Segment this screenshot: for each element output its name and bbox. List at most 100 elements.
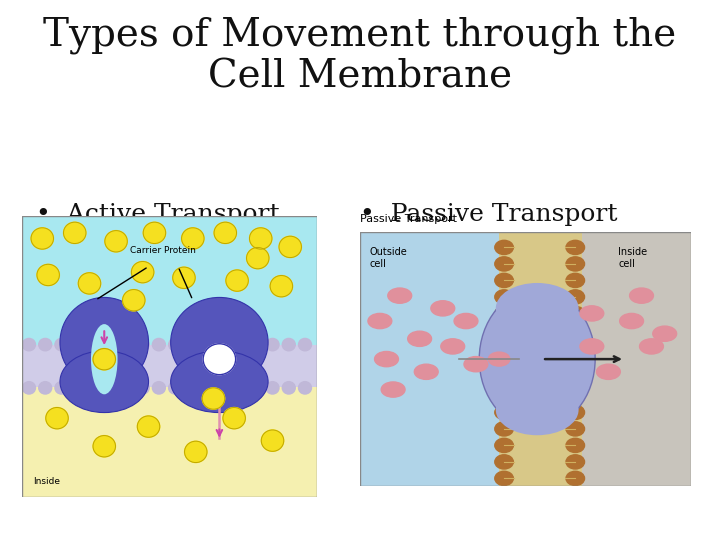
Circle shape <box>566 306 585 321</box>
Circle shape <box>104 382 117 394</box>
Circle shape <box>93 436 115 457</box>
Circle shape <box>87 382 100 394</box>
Circle shape <box>266 339 279 351</box>
Text: Carrier Protein: Carrier Protein <box>130 246 197 255</box>
Ellipse shape <box>620 313 644 329</box>
Ellipse shape <box>368 313 392 329</box>
Text: Passive Transport: Passive Transport <box>360 214 457 224</box>
Ellipse shape <box>629 288 654 303</box>
Circle shape <box>495 372 513 387</box>
Circle shape <box>168 382 181 394</box>
Circle shape <box>495 406 513 420</box>
Circle shape <box>566 438 585 453</box>
Ellipse shape <box>496 283 579 334</box>
Circle shape <box>495 323 513 337</box>
Circle shape <box>22 339 35 351</box>
Circle shape <box>132 261 154 283</box>
Circle shape <box>153 339 166 351</box>
Circle shape <box>495 389 513 403</box>
Ellipse shape <box>374 352 398 367</box>
Circle shape <box>37 264 59 286</box>
Circle shape <box>270 275 292 297</box>
Circle shape <box>226 270 248 291</box>
Ellipse shape <box>381 382 405 397</box>
Circle shape <box>87 339 100 351</box>
Circle shape <box>250 228 272 249</box>
Text: •  Passive Transport: • Passive Transport <box>360 202 618 226</box>
Circle shape <box>566 422 585 436</box>
Ellipse shape <box>464 356 488 372</box>
Ellipse shape <box>653 326 677 341</box>
Ellipse shape <box>431 301 455 316</box>
Circle shape <box>566 273 585 287</box>
Circle shape <box>214 222 236 244</box>
Circle shape <box>279 236 302 258</box>
Ellipse shape <box>91 324 117 394</box>
Circle shape <box>566 389 585 403</box>
FancyBboxPatch shape <box>22 216 317 370</box>
Ellipse shape <box>171 298 268 387</box>
Circle shape <box>495 356 513 370</box>
Circle shape <box>63 222 86 244</box>
Circle shape <box>566 339 585 354</box>
Ellipse shape <box>454 313 478 329</box>
Circle shape <box>55 339 68 351</box>
Circle shape <box>299 339 312 351</box>
Circle shape <box>55 382 68 394</box>
Text: Inside
cell: Inside cell <box>618 247 647 269</box>
Ellipse shape <box>580 339 604 354</box>
Circle shape <box>566 290 585 304</box>
Circle shape <box>495 339 513 354</box>
Circle shape <box>217 382 230 394</box>
Circle shape <box>143 222 166 244</box>
Circle shape <box>495 240 513 254</box>
Circle shape <box>223 408 246 429</box>
Circle shape <box>566 240 585 254</box>
Circle shape <box>495 471 513 485</box>
Circle shape <box>71 339 84 351</box>
Circle shape <box>261 430 284 451</box>
Circle shape <box>566 323 585 337</box>
Circle shape <box>566 455 585 469</box>
Circle shape <box>120 339 133 351</box>
Circle shape <box>39 339 52 351</box>
Circle shape <box>153 382 166 394</box>
Text: Outside
cell: Outside cell <box>370 247 408 269</box>
Circle shape <box>266 382 279 394</box>
Circle shape <box>185 339 198 351</box>
Ellipse shape <box>496 384 579 435</box>
Circle shape <box>246 247 269 269</box>
Circle shape <box>22 382 35 394</box>
Circle shape <box>184 441 207 463</box>
Circle shape <box>495 273 513 287</box>
Circle shape <box>566 471 585 485</box>
Circle shape <box>566 356 585 370</box>
Circle shape <box>282 382 295 394</box>
Circle shape <box>217 339 230 351</box>
Ellipse shape <box>414 364 438 380</box>
Ellipse shape <box>60 351 148 413</box>
Circle shape <box>168 339 181 351</box>
Circle shape <box>495 290 513 304</box>
Ellipse shape <box>60 298 148 387</box>
Circle shape <box>495 438 513 453</box>
Circle shape <box>120 382 133 394</box>
Circle shape <box>233 339 246 351</box>
Ellipse shape <box>596 364 621 380</box>
Circle shape <box>495 306 513 321</box>
FancyBboxPatch shape <box>22 345 317 387</box>
Circle shape <box>31 228 53 249</box>
Circle shape <box>250 339 263 351</box>
Circle shape <box>71 382 84 394</box>
FancyBboxPatch shape <box>499 232 582 486</box>
FancyBboxPatch shape <box>22 370 317 497</box>
Circle shape <box>136 339 149 351</box>
Circle shape <box>78 273 101 294</box>
Circle shape <box>495 422 513 436</box>
FancyBboxPatch shape <box>575 232 691 486</box>
Circle shape <box>203 344 235 375</box>
Circle shape <box>104 339 117 351</box>
Circle shape <box>566 257 585 271</box>
Circle shape <box>250 382 263 394</box>
Circle shape <box>201 339 214 351</box>
